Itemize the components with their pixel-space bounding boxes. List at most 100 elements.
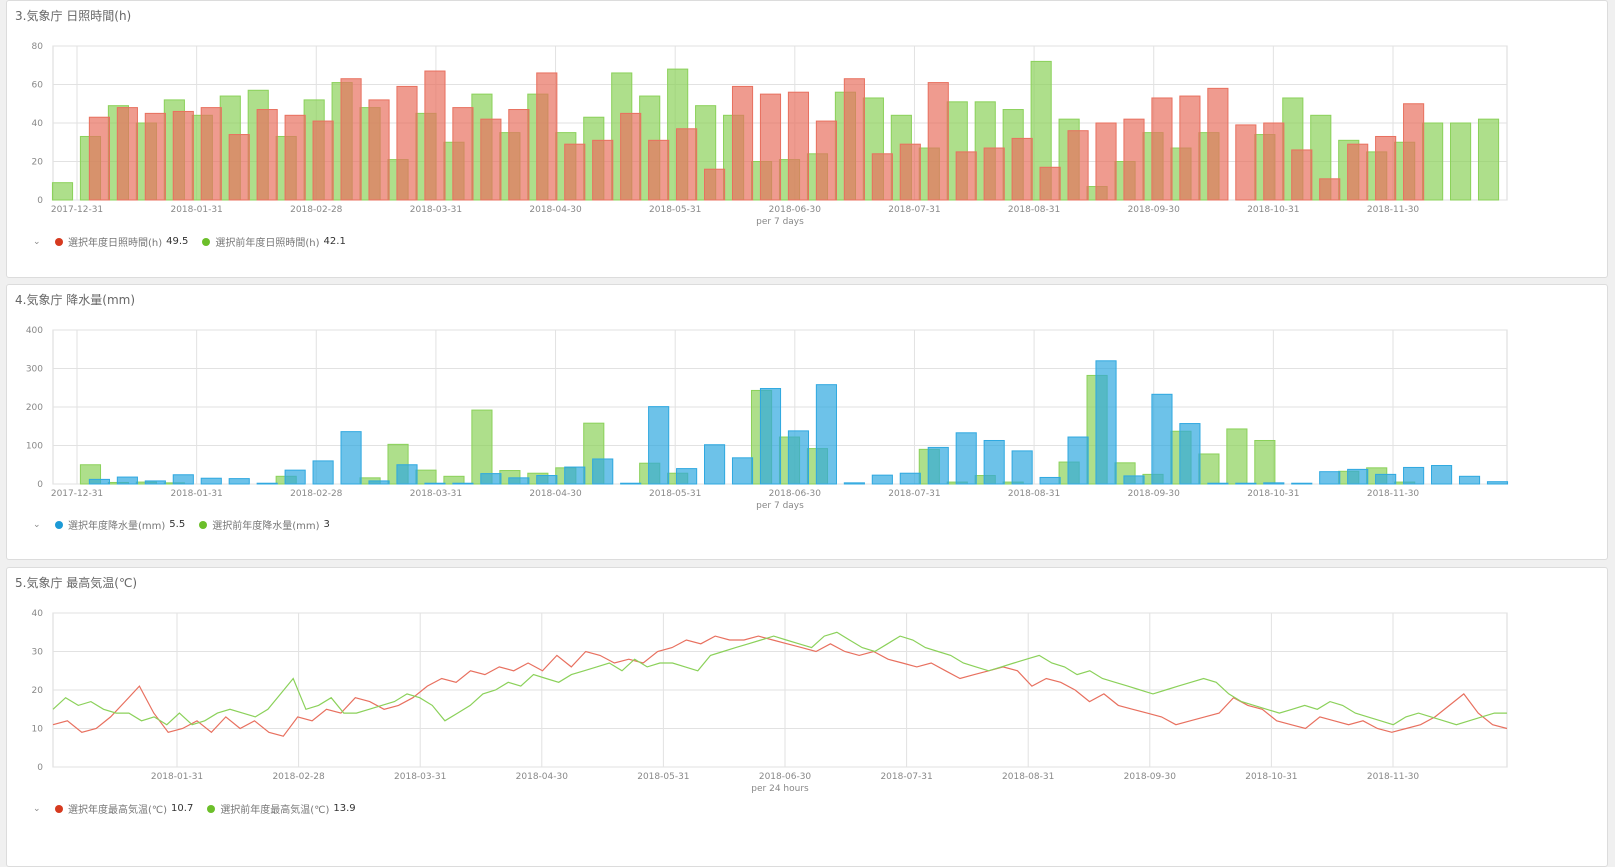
legend-item[interactable]: 選択年度日照時間(h) 49.5 xyxy=(55,234,188,249)
bar xyxy=(368,99,390,201)
chart-title: 3.気象庁 日照時間(h) xyxy=(15,9,132,23)
legend-item[interactable]: 選択前年度降水量(mm) 3 xyxy=(199,517,330,532)
interval-label: per 7 days xyxy=(756,501,804,511)
bar xyxy=(731,85,754,201)
bar xyxy=(51,182,74,201)
bar xyxy=(1375,135,1397,201)
y-tick-label: 40 xyxy=(32,609,44,619)
bar xyxy=(1067,436,1089,485)
bar xyxy=(452,107,474,201)
bar xyxy=(284,469,306,485)
bar xyxy=(843,482,865,485)
legend-item[interactable]: 選択前年度日照時間(h) 42.1 xyxy=(202,234,346,249)
legend-dot-icon xyxy=(202,237,211,246)
bar xyxy=(228,134,250,201)
legend-item[interactable]: 選択年度降水量(mm) 5.5 xyxy=(55,517,185,532)
x-tick-label: 2018-04-30 xyxy=(529,489,582,499)
sunshine-chart-panel: 3.気象庁 日照時間(h) 0 20 40 60 80 2017-12-31 2018-01… xyxy=(6,0,1608,278)
chevron-down-icon[interactable]: ⌄ xyxy=(33,803,41,814)
x-tick-label: 2018-07-31 xyxy=(888,205,940,215)
bar xyxy=(1431,465,1453,485)
x-tick-label: 2018-11-30 xyxy=(1367,489,1420,499)
legend-label: 選択年度最高気温(℃) xyxy=(68,805,168,816)
x-tick-label: 2018-06-30 xyxy=(769,489,822,499)
legend-item[interactable]: 選択年度最高気温(℃) 10.7 xyxy=(55,801,193,816)
x-tick-label: 2018-05-31 xyxy=(649,205,701,215)
bar xyxy=(1011,137,1033,201)
bar xyxy=(88,478,110,485)
bar xyxy=(648,139,670,201)
bar xyxy=(172,474,194,485)
bar xyxy=(983,147,1005,201)
bar xyxy=(1235,124,1257,201)
bar xyxy=(1477,118,1500,201)
sunshine-chart: 0 20 40 60 80 2017-12-31 2018-01-31 2018-02-28 2… xyxy=(32,42,1508,227)
bar xyxy=(676,468,698,485)
bar xyxy=(1263,482,1285,485)
legend-dot-icon xyxy=(55,237,63,246)
y-tick-label: 0 xyxy=(37,196,43,206)
legend-label: 選択前年度最高気温(℃) xyxy=(220,805,330,816)
bar xyxy=(1403,103,1425,201)
x-tick-label: 2018-03-31 xyxy=(410,205,462,215)
x-tick-label: 2018-11-30 xyxy=(1367,205,1420,215)
x-tick-label: 2018-05-31 xyxy=(637,772,689,782)
bar xyxy=(415,469,437,485)
y-tick-label: 10 xyxy=(32,725,44,735)
bar xyxy=(424,70,446,201)
x-tick-label: 2018-02-28 xyxy=(272,772,325,782)
bar xyxy=(312,460,334,485)
series-line xyxy=(52,635,1508,737)
bar xyxy=(228,478,250,485)
bar xyxy=(536,475,558,485)
chevron-down-icon[interactable]: ⌄ xyxy=(33,519,41,530)
bar xyxy=(368,480,390,485)
y-tick-label: 100 xyxy=(26,442,43,452)
bar xyxy=(1123,118,1145,201)
x-tick-label: 2017-12-31 xyxy=(51,489,103,499)
x-tick-label: 2018-06-30 xyxy=(769,205,822,215)
chart-title: 4.気象庁 降水量(mm) xyxy=(15,293,136,307)
bar xyxy=(759,93,782,201)
x-tick-label: 2018-10-31 xyxy=(1245,772,1297,782)
bar xyxy=(471,409,493,485)
bar xyxy=(1011,450,1033,485)
legend-value: 49.5 xyxy=(166,236,189,247)
bar xyxy=(1235,482,1257,485)
legend-dot-icon xyxy=(55,804,63,813)
precipitation-chart-panel: 4.気象庁 降水量(mm) 0 100 200 300 400 2017-12-31 201… xyxy=(6,284,1608,560)
y-tick-label: 20 xyxy=(32,686,44,696)
bar xyxy=(424,482,446,485)
y-tick-label: 400 xyxy=(26,326,43,336)
bar xyxy=(144,480,166,485)
legend-value: 10.7 xyxy=(171,803,194,814)
bar xyxy=(731,457,754,485)
bar xyxy=(704,168,726,201)
legend-item[interactable]: 選択前年度最高気温(℃) 13.9 xyxy=(207,801,356,816)
x-tick-label: 2018-05-31 xyxy=(649,489,701,499)
x-tick-label: 2018-09-30 xyxy=(1128,489,1181,499)
bar xyxy=(256,109,278,201)
bar xyxy=(927,82,949,201)
bar xyxy=(1179,95,1201,201)
bar xyxy=(1039,166,1061,201)
bar xyxy=(815,384,837,485)
bar xyxy=(1450,122,1472,201)
bar xyxy=(1458,475,1481,485)
bar xyxy=(1319,471,1341,485)
bar xyxy=(815,120,837,201)
bar xyxy=(508,477,530,485)
legend-dot-icon xyxy=(199,520,208,529)
bar xyxy=(1319,178,1341,201)
chart-legend: ⌄ 選択年度最高気温(℃) 10.7 選択前年度最高気温(℃) 13.9 xyxy=(33,801,370,816)
x-tick-label: 2018-01-31 xyxy=(170,489,222,499)
bar xyxy=(1207,482,1229,485)
bar xyxy=(200,107,222,201)
bar xyxy=(200,477,222,485)
bar xyxy=(1291,149,1313,201)
bar xyxy=(759,388,782,485)
legend-dot-icon xyxy=(207,804,216,813)
bar xyxy=(871,153,893,201)
chevron-down-icon[interactable]: ⌄ xyxy=(33,236,41,247)
bar xyxy=(1375,473,1397,485)
